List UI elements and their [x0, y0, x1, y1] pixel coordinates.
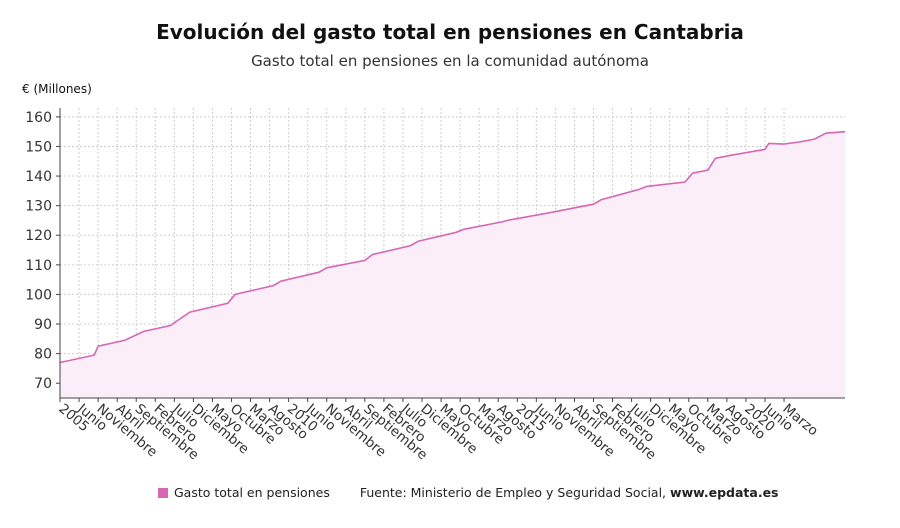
x-tick-labels: 2005JunioNoviembreAbrilSeptiembreFebrero…: [55, 398, 821, 463]
source-site: www.epdata.es: [670, 485, 779, 500]
footer: Gasto total en pensiones Fuente: Ministe…: [158, 485, 779, 500]
series-area-fill: [60, 131, 845, 398]
y-tick-label: 70: [34, 376, 52, 392]
y-tick-label: 160: [25, 110, 52, 126]
chart-title: Evolución del gasto total en pensiones e…: [156, 20, 744, 44]
chart-area: 70 80 90 100 110 120 130 140 150 160 2005JunioNov…: [25, 108, 846, 463]
y-tick-label: 140: [25, 169, 52, 185]
y-tick-label: 110: [25, 258, 52, 274]
source-note: Fuente: Ministerio de Empleo y Seguridad…: [360, 485, 779, 500]
y-axis-unit-label: € (Millones): [22, 82, 92, 96]
series-line: [59, 130, 846, 364]
y-tick-label: 130: [25, 199, 52, 215]
y-tick-label: 80: [34, 347, 52, 363]
legend-label: Gasto total en pensiones: [174, 485, 330, 500]
y-tick-label: 120: [25, 228, 52, 244]
y-tick-label: 90: [34, 317, 52, 333]
y-tick-labels: 70 80 90 100 110 120 130 140 150 160: [25, 110, 60, 392]
y-tick-label: 100: [25, 287, 52, 303]
chart-subtitle: Gasto total en pensiones en la comunidad…: [251, 52, 649, 70]
y-tick-label: 150: [25, 139, 52, 155]
legend-swatch: [158, 488, 168, 498]
source-prefix: Fuente: Ministerio de Empleo y Seguridad…: [359, 485, 671, 500]
axes: [59, 108, 845, 399]
